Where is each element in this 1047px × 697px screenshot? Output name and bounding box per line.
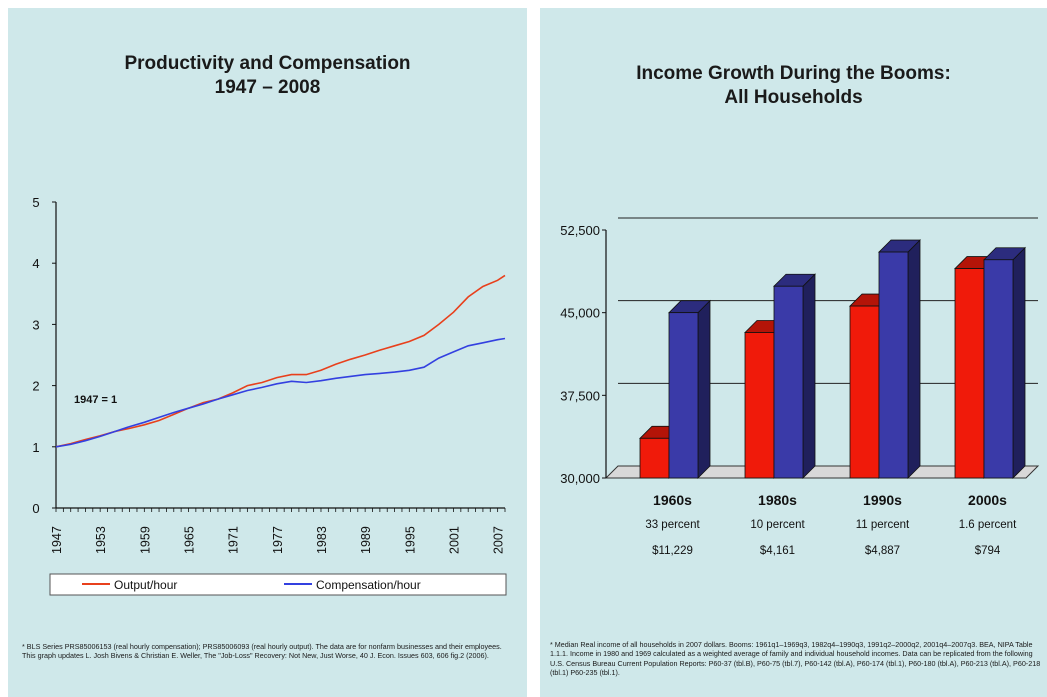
right-footnote: * Median Real income of all households i…: [550, 640, 1041, 677]
growth-percent-label: 11 percent: [856, 519, 910, 531]
x-tick-label: 1971: [227, 526, 241, 554]
bar-front-face: [849, 305, 880, 479]
bar-front-face: [773, 285, 804, 479]
y-tick-label: 3: [32, 317, 39, 332]
growth-percent-label: 33 percent: [645, 519, 700, 531]
x-tick-label: 1947: [50, 526, 64, 554]
y-tick-label: 52,500: [560, 223, 600, 238]
growth-dollars-label: $794: [975, 545, 1001, 557]
y-tick-label: 30,000: [560, 471, 600, 486]
x-tick-label: 1959: [138, 526, 152, 554]
productivity-line-chart: 0 1 2 3 4 5 1947 1953 1959 1965 1971 1977 1983 1989 19…: [32, 195, 507, 596]
growth-percent-label: 1.6 percent: [959, 519, 1017, 531]
category-label: 1960s: [653, 492, 692, 508]
right-chart-title-line2: All Households: [724, 87, 863, 108]
growth-percent-label: 10 percent: [750, 519, 805, 531]
bar-front-face: [983, 259, 1014, 479]
right-chart-title-line1: Income Growth During the Booms:: [636, 63, 951, 84]
category-label: 1990s: [863, 492, 902, 508]
legend-label-output: Output/hour: [114, 578, 177, 592]
bar-side-face: [1012, 246, 1026, 479]
bar-front-face: [878, 251, 909, 479]
bar-front-face: [744, 332, 775, 479]
legend-box: [49, 573, 507, 596]
left-chart-title-line2: 1947 – 2008: [214, 77, 321, 98]
bar-side-face: [697, 299, 711, 479]
x-tick-label: 1983: [315, 526, 329, 554]
x-tick-label: 2007: [492, 526, 506, 554]
x-tick-label: 1965: [182, 526, 196, 554]
bar-side-face: [802, 273, 816, 479]
y-tick-label: 37,500: [560, 388, 600, 403]
y-tick-label: 1: [32, 440, 39, 455]
growth-dollars-label: $4,887: [865, 545, 900, 557]
base-year-annotation: 1947 = 1: [74, 394, 117, 406]
category-label: 1980s: [758, 492, 797, 508]
x-tick-label: 1953: [94, 526, 108, 554]
y-tick-label: 5: [32, 195, 39, 210]
left-chart-panel: Productivity and Compensation 1947 – 200…: [8, 8, 527, 697]
bar-end-1960s: [668, 299, 711, 479]
y-tick-label: 45,000: [560, 306, 600, 321]
output-per-hour-line: [55, 274, 506, 448]
bar-front-face: [668, 312, 699, 479]
x-tick-label: 2001: [447, 526, 461, 554]
bar-end-1990s: [878, 239, 921, 479]
bar-front-face: [954, 268, 985, 479]
compensation-per-hour-line: [55, 337, 506, 448]
growth-dollars-label: $11,229: [652, 545, 693, 557]
y-tick-label: 2: [32, 379, 39, 394]
bar-side-face: [907, 239, 921, 479]
legend-label-compensation: Compensation/hour: [316, 578, 421, 592]
y-tick-label: 4: [32, 256, 39, 271]
x-tick-label: 1977: [271, 526, 285, 554]
bar-front-face: [639, 437, 670, 479]
y-tick-label: 0: [32, 501, 39, 516]
x-tick-label: 1995: [403, 526, 417, 554]
bar-end-1980s: [773, 273, 816, 479]
growth-dollars-label: $4,161: [760, 545, 795, 557]
bar-end-2000s: [983, 246, 1026, 479]
category-label: 2000s: [968, 492, 1007, 508]
left-chart-title-line1: Productivity and Compensation: [124, 53, 411, 74]
left-footnote: * BLS Series PRS85006153 (real hourly co…: [22, 642, 502, 661]
x-tick-label: 1989: [359, 526, 373, 554]
income-growth-bar-chart: 30,000 37,500 45,000 52,500 1960s 33 percent…: [560, 217, 1040, 557]
right-chart-panel: Income Growth During the Booms: All Hous…: [540, 8, 1047, 697]
